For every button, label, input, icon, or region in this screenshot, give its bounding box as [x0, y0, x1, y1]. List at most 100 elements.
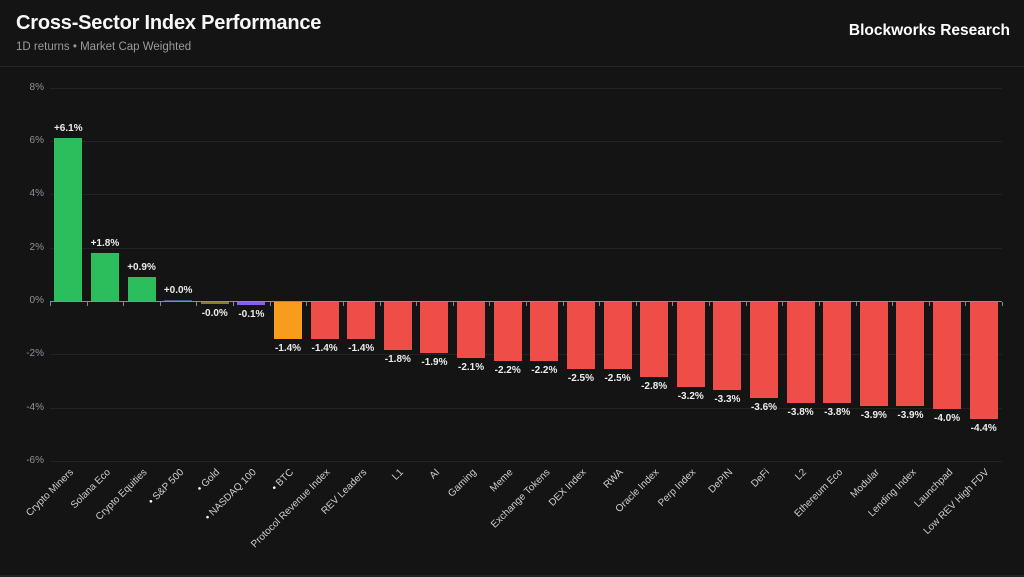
bar-value-label: -4.4%	[970, 423, 997, 435]
bar-lending-index[interactable]	[896, 302, 925, 406]
bar-value-label: +0.0%	[163, 284, 193, 296]
bar-value-label: -3.9%	[897, 410, 924, 421]
gridline	[50, 461, 1002, 462]
bar-gold[interactable]	[200, 302, 229, 304]
bar-crypto-equities[interactable]	[127, 277, 156, 301]
bar-crypto-miners[interactable]	[54, 138, 83, 301]
bar-value-label: -2.5%	[604, 372, 631, 384]
axis-tick	[50, 302, 51, 306]
x-axis-label-gaming: Gaming	[446, 467, 479, 500]
y-axis-tick-label: -2%	[26, 348, 44, 360]
bar-value-label: -1.4%	[274, 343, 302, 355]
x-axis-label-l1: L1	[389, 467, 406, 483]
axis-tick	[123, 302, 125, 306]
y-axis-tick-label: 4%	[29, 188, 44, 200]
bar-s-p-500[interactable]	[164, 299, 193, 301]
bar-value-label: -2.5%	[567, 372, 594, 384]
axis-tick	[269, 302, 271, 306]
x-axis-label-l2: L2	[792, 467, 809, 483]
brand-wordmark: Blockworks Research	[848, 22, 1010, 39]
axis-tick	[379, 302, 381, 306]
bar-gaming[interactable]	[457, 302, 486, 358]
bar-protocol-revenue-index[interactable]	[310, 302, 339, 340]
y-axis-tick-label: 8%	[29, 81, 44, 93]
axis-tick	[709, 302, 711, 306]
bar-rev-leaders[interactable]	[347, 302, 376, 340]
axis-tick	[1002, 302, 1003, 306]
axis-tick	[599, 302, 601, 306]
chart-subtitle: 1D returns • Market Cap Weighted	[16, 41, 192, 53]
x-axis-label-rwa: RWA	[601, 467, 626, 491]
bar-ai[interactable]	[420, 302, 449, 353]
axis-tick	[86, 302, 88, 306]
axis-tick	[489, 302, 491, 306]
axis-tick	[672, 302, 674, 306]
axis-tick	[635, 302, 637, 306]
axis-tick	[416, 302, 418, 306]
x-axis-label-depin: DePIN	[706, 467, 736, 496]
bar-value-label: -3.2%	[677, 391, 704, 403]
bar-value-label: -2.1%	[458, 362, 485, 373]
bar-solana-eco[interactable]	[90, 253, 119, 301]
x-axis-label-dex-index: DEX Index	[547, 467, 589, 509]
gridline	[50, 354, 1002, 356]
benchmark-dot-icon: •	[145, 494, 159, 508]
axis-tick	[233, 302, 235, 306]
bar-l2[interactable]	[786, 302, 815, 404]
y-axis-tick-label: -4%	[26, 401, 44, 413]
x-axis-label-s-p-500: • S&P 500	[145, 467, 186, 508]
bar-launchpad[interactable]	[933, 302, 962, 409]
bar-dex-index[interactable]	[566, 302, 595, 369]
x-axis-label-modular: Modular	[848, 467, 882, 501]
bar-oracle-index[interactable]	[640, 302, 669, 377]
axis-tick	[928, 302, 930, 306]
bar-defi[interactable]	[750, 302, 778, 398]
gridline	[50, 194, 1002, 196]
benchmark-dot-icon: •	[195, 481, 208, 495]
bar-depin[interactable]	[713, 302, 742, 390]
bar-value-label: +6.1%	[53, 123, 83, 135]
bar-value-label: -3.8%	[824, 407, 851, 419]
bar-low-rev-high-fdv[interactable]	[969, 302, 998, 420]
axis-tick	[342, 302, 344, 306]
bar-value-label: +1.8%	[90, 238, 120, 249]
bar-nasdaq-100[interactable]	[237, 302, 266, 305]
bar-value-label: -1.9%	[421, 356, 448, 368]
bar-rwa[interactable]	[603, 302, 632, 369]
bar-meme[interactable]	[493, 302, 522, 361]
bar-value-label: -3.6%	[750, 402, 778, 413]
axis-tick	[782, 302, 784, 306]
bar-value-label: -0.1%	[238, 308, 265, 320]
x-axis-label-crypto-miners: Crypto Miners	[24, 467, 77, 519]
bar-modular[interactable]	[859, 302, 888, 406]
bar-value-label: -3.9%	[860, 410, 887, 421]
gridline	[50, 87, 1002, 89]
bar-value-label: -1.4%	[311, 343, 338, 355]
x-axis-label-meme: Meme	[488, 467, 516, 495]
bar-l1[interactable]	[383, 302, 412, 350]
x-axis-label-low-rev-high-fdv: Low REV High FDV	[921, 467, 992, 537]
axis-tick	[855, 302, 857, 306]
bar-exchange-tokens[interactable]	[530, 302, 559, 361]
bar-value-label: -2.2%	[531, 364, 558, 376]
x-axis-label-perp-index: Perp Index	[656, 467, 699, 509]
axis-tick	[745, 302, 747, 306]
benchmark-dot-icon: •	[269, 481, 282, 494]
x-axis-label-ai: AI	[427, 467, 443, 482]
axis-tick	[196, 302, 198, 306]
bar-perp-index[interactable]	[676, 302, 705, 388]
gridline	[50, 407, 1002, 409]
x-axis-line	[50, 301, 1002, 302]
axis-tick	[526, 302, 527, 306]
bar-ethereum-eco[interactable]	[823, 302, 852, 404]
y-axis-tick-label: 6%	[29, 135, 44, 146]
y-axis-tick-label: 2%	[29, 241, 44, 253]
axis-tick	[965, 302, 967, 306]
gridline	[50, 247, 1002, 249]
bar-value-label: -1.4%	[348, 343, 375, 355]
x-axis-label-btc: • BTC	[269, 467, 296, 494]
bar-btc[interactable]	[274, 302, 302, 340]
bar-value-label: +0.9%	[127, 262, 156, 273]
